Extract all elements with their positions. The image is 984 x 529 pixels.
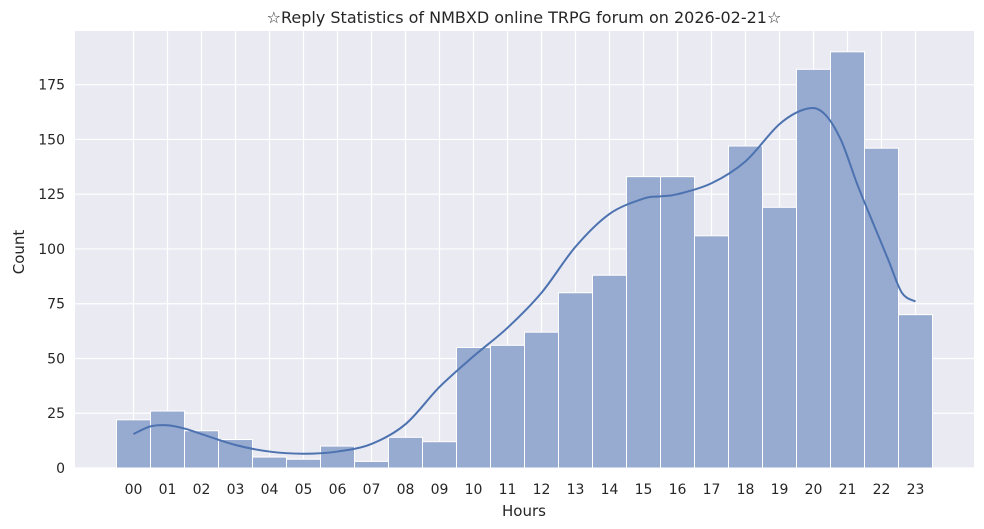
bar-22 [864, 147, 899, 469]
y-tick-label: 75 [47, 297, 65, 313]
y-tick-label: 25 [47, 406, 65, 422]
x-tick-label: 06 [329, 482, 347, 498]
x-tick-label: 03 [227, 482, 245, 498]
x-tick-label: 11 [499, 482, 517, 498]
bar-21 [830, 51, 865, 469]
y-tick-label: 125 [38, 187, 65, 203]
bars [116, 51, 933, 469]
x-tick-label: 17 [703, 482, 721, 498]
x-tick-label: 16 [669, 482, 687, 498]
bar-13 [558, 292, 593, 469]
bar-12 [524, 331, 559, 469]
x-tick-label: 07 [363, 482, 381, 498]
x-tick-label: 23 [907, 482, 925, 498]
y-tick-label: 175 [38, 78, 65, 94]
x-tick-label: 01 [159, 482, 177, 498]
x-tick-label: 09 [431, 482, 449, 498]
bar-07 [354, 460, 389, 469]
bar-15 [626, 176, 661, 469]
x-tick-label: 04 [261, 482, 279, 498]
x-axis-ticks: 00 01 02 03 04 05 06 07 08 09 10 11 12 13 14 15 16 17 18 19… [125, 482, 925, 498]
x-tick-label: 20 [805, 482, 823, 498]
bar-14 [592, 274, 627, 469]
x-tick-label: 12 [533, 482, 551, 498]
x-tick-label: 21 [839, 482, 857, 498]
x-axis-label: Hours [502, 502, 546, 520]
x-tick-label: 02 [193, 482, 211, 498]
bar-05 [286, 458, 321, 469]
y-axis-ticks: 0 25 50 75 100 125 150 175 [38, 78, 65, 477]
y-tick-label: 100 [38, 242, 65, 258]
bar-08 [388, 436, 423, 469]
x-tick-label: 22 [873, 482, 891, 498]
y-tick-label: 150 [38, 132, 65, 148]
bar-02 [184, 430, 219, 469]
bar-01 [150, 410, 185, 469]
x-tick-label: 19 [771, 482, 789, 498]
x-tick-label: 05 [295, 482, 313, 498]
y-axis-label: Count [10, 230, 28, 275]
y-tick-label: 0 [56, 461, 65, 477]
kde-curve [133, 106, 917, 455]
x-tick-label: 13 [567, 482, 585, 498]
kde-line [133, 106, 917, 455]
bar-09 [422, 441, 457, 469]
chart-title: ☆Reply Statistics of NMBXD online TRPG f… [267, 8, 782, 27]
x-tick-label: 08 [397, 482, 415, 498]
bar-16 [660, 176, 695, 469]
x-tick-label: 10 [465, 482, 483, 498]
x-tick-label: 00 [125, 482, 143, 498]
bar-04 [252, 456, 287, 469]
x-tick-label: 18 [737, 482, 755, 498]
bar-03 [218, 439, 253, 469]
bar-23 [898, 314, 933, 469]
bar-20 [796, 68, 831, 469]
bar-18 [728, 145, 763, 469]
x-tick-label: 15 [635, 482, 653, 498]
bar-17 [694, 235, 729, 469]
bar-00 [116, 419, 151, 469]
bar-19 [762, 206, 797, 469]
x-tick-label: 14 [601, 482, 619, 498]
bar-11 [490, 344, 525, 469]
bar-06 [320, 445, 355, 469]
y-tick-label: 50 [47, 351, 65, 367]
